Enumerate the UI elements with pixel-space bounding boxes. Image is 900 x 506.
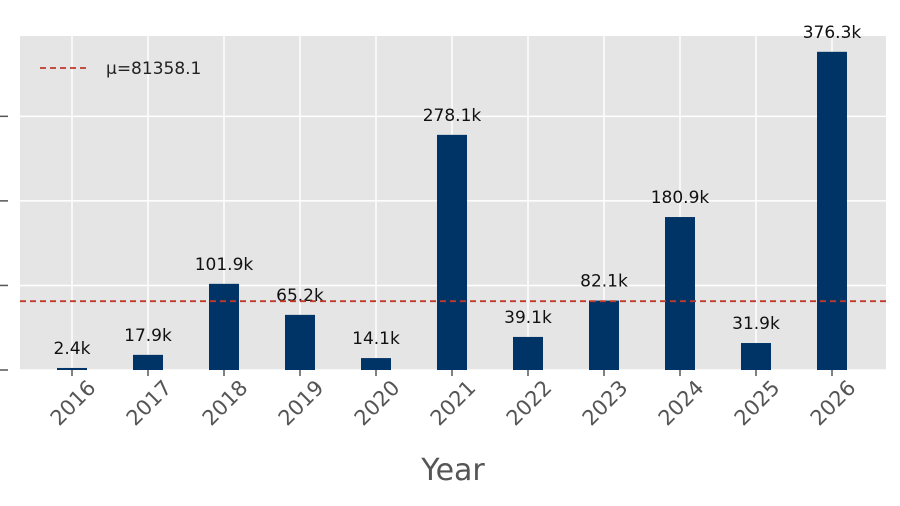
bar-2019 — [285, 314, 315, 370]
x-axis-title: Year — [420, 453, 485, 488]
bar-value-label: 101.9k — [195, 255, 254, 275]
x-tick-label: 2025 — [730, 376, 785, 431]
x-tick-label: 2024 — [654, 376, 709, 431]
bar-2024 — [665, 217, 695, 370]
bar-value-label: 278.1k — [423, 106, 482, 126]
bar-value-label: 376.3k — [803, 23, 862, 43]
bar-value-labels: 2.4k 17.9k 101.9k 65.2k 14.1k 278.1k 39.1k 82.1… — [54, 23, 862, 359]
bar-value-label: 82.1k — [580, 272, 628, 292]
bar-value-label: 2.4k — [54, 339, 91, 359]
bar-2018 — [209, 283, 239, 370]
y-tick-marks — [0, 115, 8, 371]
bar-value-label: 39.1k — [504, 308, 552, 328]
x-tick-label: 2026 — [806, 376, 861, 431]
x-tick-labels: 2016 2017 2018 2019 2020 2021 2022 2023 2024 2025… — [46, 370, 861, 431]
bar-2016 — [57, 367, 87, 370]
x-tick-label: 2023 — [578, 376, 633, 431]
x-tick-label: 2016 — [46, 376, 101, 431]
x-tick-label: 2018 — [198, 376, 253, 431]
bar-2026 — [817, 51, 847, 370]
x-tick-label: 2022 — [502, 376, 557, 431]
x-tick-label: 2017 — [122, 376, 177, 431]
legend: μ=81358.1 — [40, 59, 201, 79]
bar-value-label: 31.9k — [732, 314, 780, 334]
bars — [57, 51, 847, 370]
bar-value-label: 180.9k — [651, 188, 710, 208]
x-tick-label: 2019 — [274, 376, 329, 431]
bar-2023 — [589, 300, 619, 370]
x-tick-label: 2021 — [426, 376, 481, 431]
bar-2021 — [437, 134, 467, 370]
bar-2025 — [741, 343, 771, 370]
bar-value-label: 14.1k — [352, 329, 400, 349]
bar-2020 — [361, 358, 391, 370]
x-tick-label: 2020 — [350, 376, 405, 431]
bar-2022 — [513, 336, 543, 370]
bar-2017 — [133, 354, 163, 370]
legend-mean-label: μ=81358.1 — [106, 59, 201, 79]
bar-value-label: 17.9k — [124, 326, 172, 346]
bar-value-label: 65.2k — [276, 286, 324, 306]
